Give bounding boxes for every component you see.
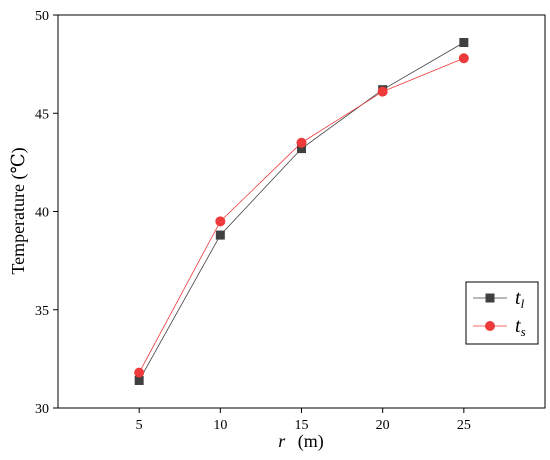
plot-frame: [57, 14, 546, 409]
x-axis-unit: (m): [298, 431, 324, 452]
legend-item-t-l: tl: [473, 287, 525, 311]
series-t-s: [134, 53, 469, 378]
legend-item-t-s: ts: [473, 315, 526, 339]
data-point-t-l: [215, 230, 225, 240]
axes: [57, 14, 546, 409]
x-axis-label: r (m): [278, 431, 324, 452]
x-tick-label: 15: [295, 418, 309, 433]
y-tick-label: 45: [35, 107, 49, 122]
series-t-l: [134, 38, 469, 385]
data-point-t-s: [377, 86, 388, 97]
y-ticks: 30 35 40 45 50: [35, 9, 58, 417]
legend-marker-t-l: [485, 293, 495, 303]
y-tick-label: 40: [35, 206, 49, 221]
y-tick-label: 50: [35, 9, 49, 24]
legend-label-t-l: tl: [515, 287, 525, 311]
data-point-t-s: [296, 137, 307, 148]
data-point-t-l: [459, 38, 469, 48]
data-point-t-s: [458, 53, 469, 64]
legend-box: [465, 281, 539, 345]
y-tick-label: 35: [35, 304, 49, 319]
x-tick-label: 20: [376, 418, 390, 433]
series-line-t-l: [138, 42, 465, 381]
x-tick-label: 25: [457, 418, 471, 433]
data-point-t-l: [134, 375, 144, 385]
y-axis-label: Temperature (℃): [8, 147, 29, 274]
legend-label-t-s: ts: [515, 315, 526, 339]
data-point-t-l: [297, 144, 306, 154]
series-line-t-s: [138, 57, 464, 373]
x-axis-variable: r: [278, 431, 286, 451]
series-layer: [134, 38, 469, 385]
data-point-t-s: [215, 216, 226, 227]
data-point-t-s: [134, 367, 145, 378]
x-tick-label: 10: [213, 418, 227, 433]
x-ticks: 5 10 15 20 25: [136, 408, 471, 433]
x-tick-label: 5: [136, 418, 143, 433]
y-tick-label: 30: [35, 402, 49, 417]
legend: tl ts: [465, 281, 539, 345]
legend-marker-t-s: [485, 321, 495, 331]
